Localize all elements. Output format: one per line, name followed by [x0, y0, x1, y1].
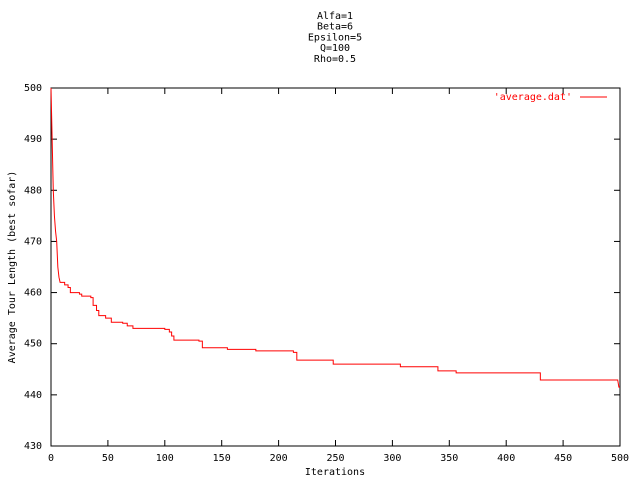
- legend-label: 'average.dat': [494, 92, 572, 103]
- chart-title: Beta=6: [317, 22, 353, 33]
- x-tick-label: 250: [326, 453, 344, 464]
- chart-title: Alfa=1: [317, 11, 353, 22]
- y-tick-label: 430: [24, 441, 42, 452]
- x-tick-label: 350: [440, 453, 458, 464]
- y-axis-label: Average Tour Length (best sofar): [7, 171, 18, 364]
- data-line: [50, 87, 620, 388]
- x-axis-label: Iterations: [305, 467, 365, 478]
- x-tick-label: 100: [156, 453, 174, 464]
- x-tick-label: 150: [213, 453, 231, 464]
- y-tick-label: 470: [24, 236, 42, 247]
- chart-title: Q=100: [320, 43, 350, 54]
- y-tick-label: 440: [24, 390, 42, 401]
- x-tick-label: 50: [102, 453, 114, 464]
- x-tick-label: 300: [383, 453, 401, 464]
- x-tick-label: 0: [48, 453, 54, 464]
- y-tick-label: 500: [24, 83, 42, 94]
- y-tick-label: 480: [24, 185, 42, 196]
- chart-title: Epsilon=5: [308, 32, 362, 43]
- y-tick-label: 460: [24, 288, 42, 299]
- x-tick-label: 500: [611, 453, 629, 464]
- y-tick-label: 490: [24, 134, 42, 145]
- x-tick-label: 450: [554, 453, 572, 464]
- x-tick-label: 200: [270, 453, 288, 464]
- chart-title: Rho=0.5: [314, 54, 356, 65]
- y-tick-label: 450: [24, 339, 42, 350]
- x-tick-label: 400: [497, 453, 515, 464]
